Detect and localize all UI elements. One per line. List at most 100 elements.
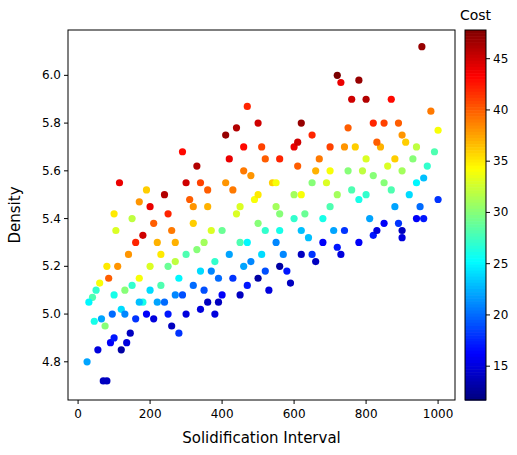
point	[143, 310, 150, 317]
point	[200, 239, 207, 246]
point	[229, 186, 236, 193]
point	[204, 299, 211, 306]
point	[112, 227, 119, 234]
y-tick	[64, 218, 68, 219]
point	[431, 148, 438, 155]
colorbar-tick	[486, 58, 490, 59]
point	[143, 186, 150, 193]
point	[276, 263, 283, 270]
y-tick	[64, 170, 68, 171]
point	[276, 210, 283, 217]
point	[420, 215, 427, 222]
point	[352, 143, 359, 150]
x-tick-label: 0	[74, 407, 82, 421]
y-tick-label: 6.0	[42, 68, 61, 82]
point	[98, 315, 105, 322]
point	[168, 227, 175, 234]
point	[240, 167, 247, 174]
point	[290, 215, 297, 222]
point	[197, 267, 204, 274]
point	[254, 119, 261, 126]
point	[136, 299, 143, 306]
point	[190, 282, 197, 289]
colorbar-tick	[486, 212, 490, 213]
point	[298, 227, 305, 234]
y-tick-label: 5.0	[42, 307, 61, 321]
point	[85, 299, 92, 306]
point	[193, 246, 200, 253]
point	[236, 291, 243, 298]
point	[208, 267, 215, 274]
point	[150, 315, 157, 322]
point	[262, 267, 269, 274]
point	[316, 155, 323, 162]
point	[370, 172, 377, 179]
point	[305, 234, 312, 241]
y-tick-label: 5.2	[42, 259, 61, 273]
x-tick	[438, 400, 439, 404]
colorbar-tick-label: 30	[493, 205, 508, 219]
point	[172, 239, 179, 246]
colorbar-tick	[486, 263, 490, 264]
colorbar-tick-label: 20	[493, 308, 508, 322]
point	[132, 315, 139, 322]
point	[398, 234, 405, 241]
point	[348, 96, 355, 103]
colorbar-tick-label: 40	[493, 103, 508, 117]
point	[154, 239, 161, 246]
point	[308, 251, 315, 258]
point	[94, 346, 101, 353]
point	[233, 210, 240, 217]
points	[83, 43, 441, 384]
point	[348, 186, 355, 193]
point	[254, 191, 261, 198]
point	[298, 251, 305, 258]
point	[226, 251, 233, 258]
point	[254, 220, 261, 227]
point	[388, 186, 395, 193]
point	[164, 310, 171, 317]
point	[366, 215, 373, 222]
point	[424, 162, 431, 169]
point	[182, 310, 189, 317]
y-tick-label: 4.8	[42, 355, 61, 369]
point	[168, 322, 175, 329]
point	[128, 215, 135, 222]
colorbar: 15202530354045	[465, 30, 508, 401]
point	[319, 215, 326, 222]
point	[222, 131, 229, 138]
point	[384, 162, 391, 169]
point	[123, 339, 130, 346]
point	[337, 79, 344, 86]
point	[370, 119, 377, 126]
point	[380, 179, 387, 186]
point	[326, 143, 333, 150]
point	[118, 346, 125, 353]
point	[136, 198, 143, 205]
point	[395, 119, 402, 126]
point	[409, 155, 416, 162]
point	[398, 131, 405, 138]
point	[413, 215, 420, 222]
point	[200, 287, 207, 294]
point	[211, 258, 218, 265]
point	[258, 251, 265, 258]
point	[413, 179, 420, 186]
point	[157, 251, 164, 258]
point	[344, 167, 351, 174]
y-tick	[64, 314, 68, 315]
point	[265, 287, 272, 294]
point	[128, 282, 135, 289]
point	[362, 96, 369, 103]
point	[218, 227, 225, 234]
point	[186, 196, 193, 203]
point	[121, 310, 128, 317]
y-tick	[64, 266, 68, 267]
point	[276, 155, 283, 162]
point	[380, 220, 387, 227]
point	[229, 275, 236, 282]
point	[398, 227, 405, 234]
point	[161, 191, 168, 198]
point	[290, 191, 297, 198]
point	[132, 239, 139, 246]
